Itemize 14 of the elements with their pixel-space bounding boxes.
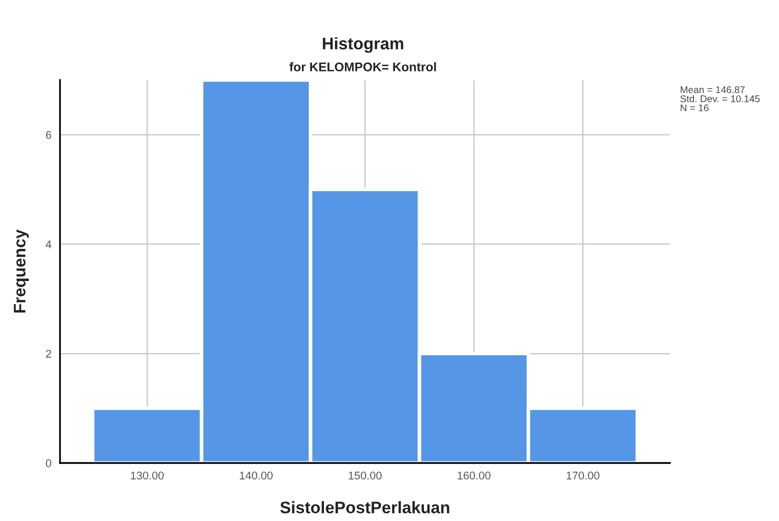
- x-tick-label: 130.00: [131, 472, 164, 480]
- x-tick-label: 150.00: [348, 472, 382, 480]
- text: Mean = 146.87 Std. Dev. = 10.145 N = 16: [680, 86, 760, 112]
- y-tick-label: 6: [46, 130, 52, 139]
- chart-title: Histogram: [322, 37, 404, 53]
- y-axis-title: Frequency: [14, 229, 29, 313]
- y-tick-label: 4: [46, 240, 52, 248]
- x-axis-title: SistolePostPerlakuan: [280, 501, 450, 514]
- y-tick-label: 0: [46, 459, 52, 468]
- x-tick-label: 170.00: [566, 472, 600, 480]
- y-tick-label: 2: [46, 350, 52, 358]
- x-tick-label: 140.00: [240, 472, 273, 480]
- chart-subtitle: for KELOMPOK= Kontrol: [289, 62, 436, 72]
- x-tick-label: 160.00: [458, 472, 490, 480]
